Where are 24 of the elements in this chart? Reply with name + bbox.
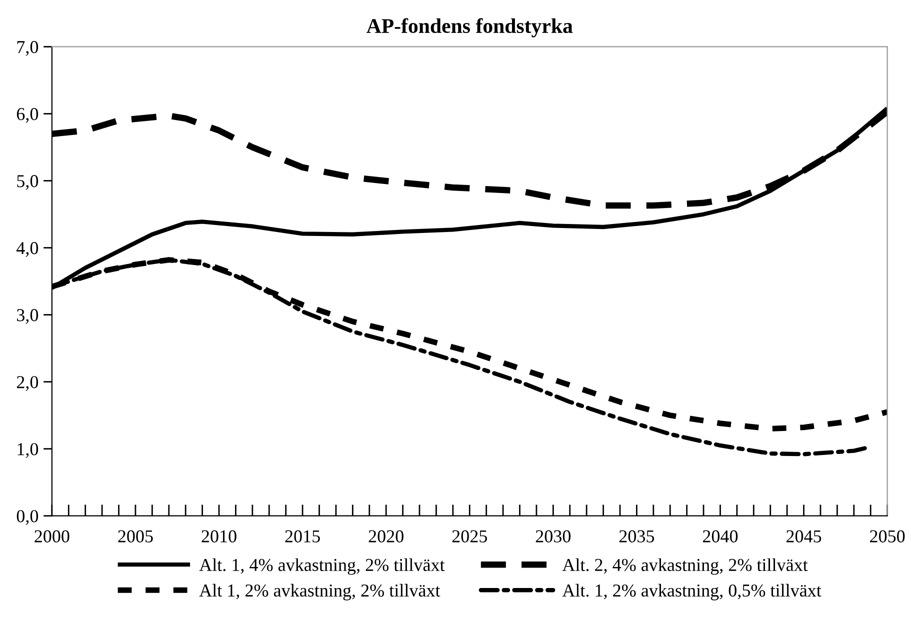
- x-tick-label: 2010: [202, 530, 236, 542]
- x-tick-label: 2005: [118, 530, 153, 542]
- y-tick-label: 6,0: [16, 108, 38, 123]
- y-tick-label: 7,0: [17, 40, 38, 56]
- legend-label: Alt. 1, 2% avkastning, 0,5% tillväxt: [562, 584, 822, 600]
- x-tick-label: 2050: [870, 530, 905, 542]
- x-tick-label: 2040: [702, 530, 738, 542]
- x-tick-label: 2015: [285, 530, 320, 542]
- y-tick-label: 1,0: [18, 443, 38, 458]
- x-tick-label: 2045: [786, 530, 822, 542]
- legend-label: Alt. 2, 4% avkastning, 2% tillväxt: [562, 558, 808, 575]
- legend-label: Alt 1, 2% avkastning, 2% tillväxt: [199, 584, 440, 600]
- y-tick-label: 2,0: [16, 376, 38, 391]
- x-tick-label: 2035: [619, 530, 654, 542]
- y-tick-label: 4,0: [16, 242, 38, 257]
- x-tick-label: 2025: [452, 530, 487, 542]
- x-tick-label: 2020: [368, 530, 404, 542]
- x-tick-label: 2030: [536, 530, 571, 542]
- legend-label: Alt. 1, 4% avkastning, 2% tillväxt: [199, 558, 445, 575]
- y-tick-label: 5,0: [17, 175, 38, 190]
- x-tick-label: 2000: [34, 530, 70, 542]
- y-tick-label: 0,0: [16, 510, 38, 525]
- chart-title: AP-fondens fondstyrka: [366, 18, 573, 38]
- y-tick-label: 3,0: [17, 309, 38, 324]
